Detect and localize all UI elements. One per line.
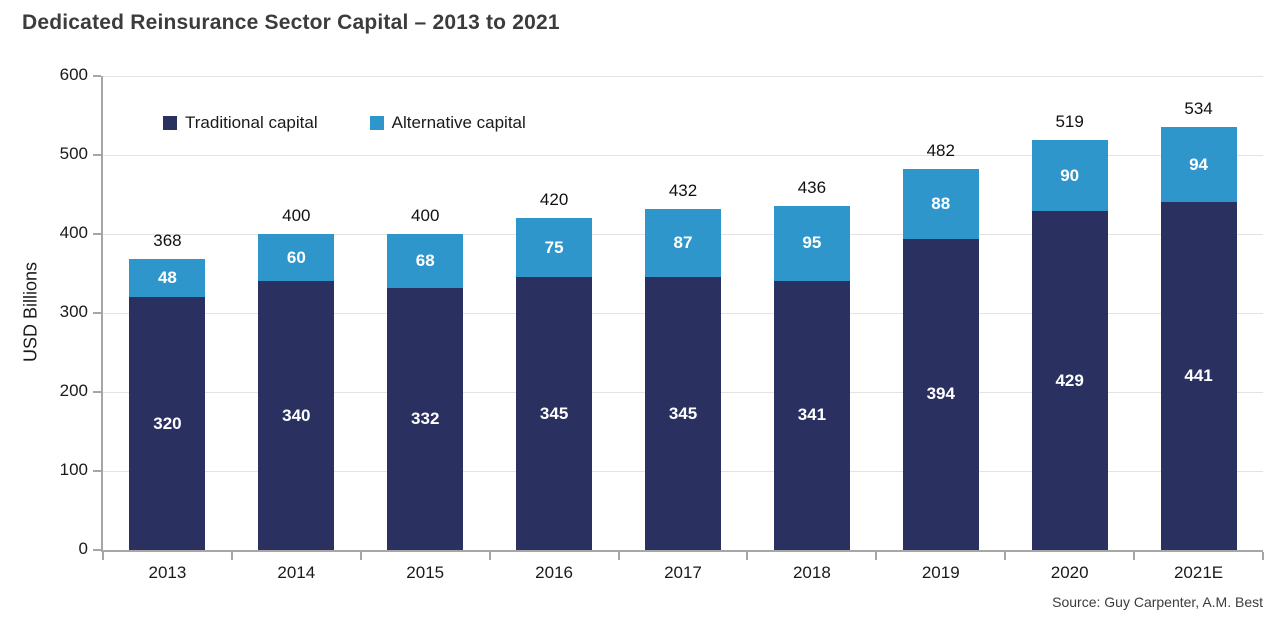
gridline-500 [103,155,1263,156]
bar-segment-alternative-2018: 95 [773,205,850,281]
x-axis-label-2015: 2015 [406,563,445,582]
bar-segment-alternative-2014: 60 [258,234,335,282]
legend-swatch-alternative-icon [369,116,384,130]
x-tick-mark-2 [359,552,362,560]
bar-value-alternative-2018: 95 [802,233,822,253]
total-label-2017: 432 [668,180,698,200]
bar-value-traditional-2018: 341 [797,405,827,425]
x-axis-label-2020: 2020 [1050,563,1089,582]
bar-value-traditional-2017: 345 [668,403,698,423]
bar-segment-traditional-2021E: 441 [1160,201,1237,550]
bar-value-traditional-2021E: 441 [1184,365,1213,385]
x-axis-label-2013: 2013 [148,563,187,582]
x-tick-mark-6 [875,552,878,560]
x-tick-mark-7 [1004,552,1007,560]
bar-value-traditional-2014: 340 [282,405,311,425]
y-tick-label-100: 100 [59,460,88,479]
bar-segment-alternative-2019: 88 [902,169,979,239]
x-tick-mark-1 [230,552,233,560]
total-label-2018: 436 [797,177,827,197]
y-tick-mark-300 [93,312,101,314]
y-tick-mark-500 [93,154,101,156]
legend: Traditional capital Alternative capital [163,113,526,133]
legend-label-traditional: Traditional capital [185,113,318,132]
y-tick-label-0: 0 [78,539,88,558]
bar-value-alternative-2013: 48 [157,268,177,288]
y-tick-label-600: 600 [59,65,88,84]
bar-value-traditional-2015: 332 [411,408,440,428]
bar-segment-alternative-2015: 68 [387,234,464,288]
x-tick-mark-8 [1133,552,1136,560]
bar-value-alternative-2014: 60 [286,247,306,267]
x-tick-mark-3 [488,552,491,560]
bar-value-alternative-2019: 88 [931,193,951,213]
y-tick-label-400: 400 [59,223,88,242]
y-tick-label-200: 200 [59,381,88,400]
bar-segment-alternative-2016: 75 [516,218,593,278]
legend-item-alternative: Alternative capital [369,113,526,133]
bar-segment-alternative-2013: 48 [129,259,206,298]
x-tick-mark-0 [102,552,104,560]
bar-segment-alternative-2021E: 94 [1160,127,1237,202]
y-tick-mark-0 [93,549,101,551]
total-label-2015: 400 [411,206,440,225]
total-label-2014: 400 [282,206,311,225]
gridline-600 [103,76,1263,77]
total-label-2019: 482 [926,141,955,161]
x-axis-label-2016: 2016 [535,563,573,582]
y-tick-mark-600 [93,75,101,77]
bar-segment-traditional-2013: 320 [129,297,206,550]
plot-area: Traditional capital Alternative capital … [101,76,1263,552]
bar-value-traditional-2019: 394 [926,384,955,404]
x-axis-label-2019: 2019 [921,563,960,582]
source-note: Source: Guy Carpenter, A.M. Best [1052,594,1263,610]
bar-value-traditional-2013: 320 [153,413,182,433]
bar-segment-traditional-2017: 345 [645,277,721,550]
x-tick-mark-5 [746,552,749,560]
legend-swatch-traditional-icon [163,116,177,130]
bar-value-alternative-2016: 75 [544,237,564,257]
bar-value-traditional-2016: 345 [539,403,569,423]
bar-segment-alternative-2020: 90 [1031,140,1108,212]
y-tick-label-300: 300 [59,302,88,321]
total-label-2013: 368 [153,231,182,251]
total-label-2016: 420 [539,190,569,210]
total-label-2021E: 534 [1184,99,1213,119]
bar-value-traditional-2020: 429 [1055,370,1084,390]
total-label-2020: 519 [1055,112,1084,131]
y-tick-mark-200 [93,391,101,393]
y-tick-mark-400 [93,233,101,235]
chart-title: Dedicated Reinsurance Sector Capital – 2… [22,11,560,34]
legend-item-traditional: Traditional capital [163,113,318,133]
bar-segment-traditional-2016: 345 [516,277,593,550]
x-tick-mark-4 [617,552,620,560]
bar-segment-traditional-2018: 341 [773,280,850,550]
bar-segment-traditional-2019: 394 [902,238,979,550]
y-tick-mark-100 [93,470,101,472]
bar-segment-traditional-2014: 340 [258,281,335,550]
x-axis-label-2021E: 2021E [1173,563,1224,582]
bar-value-alternative-2020: 90 [1060,165,1080,185]
legend-label-alternative: Alternative capital [391,113,526,132]
x-axis-label-2018: 2018 [792,563,831,582]
bar-segment-alternative-2017: 87 [645,208,721,278]
x-tick-mark-9 [1262,552,1264,560]
bar-value-alternative-2021E: 94 [1189,154,1208,174]
bar-value-alternative-2017: 87 [673,233,693,253]
y-tick-label-500: 500 [59,144,88,163]
bar-segment-traditional-2020: 429 [1031,211,1108,550]
x-axis-label-2017: 2017 [664,563,702,582]
bar-value-alternative-2015: 68 [415,250,435,270]
bar-segment-traditional-2015: 332 [387,287,464,550]
x-axis-label-2014: 2014 [277,563,316,582]
